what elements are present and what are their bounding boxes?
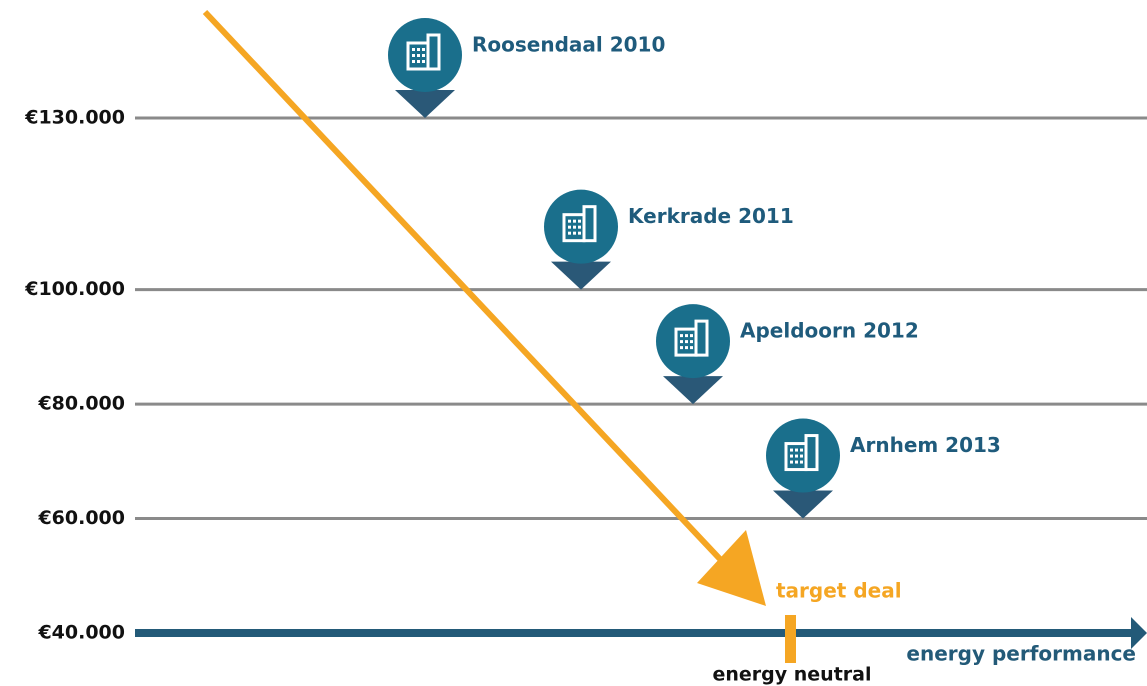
icon-window	[790, 460, 793, 464]
pin-pointer	[663, 376, 723, 405]
y-tick-label: €60.000	[37, 507, 125, 529]
pin-pointer	[395, 90, 455, 118]
icon-window	[422, 48, 425, 51]
icon-window	[568, 231, 571, 235]
icon-window	[685, 340, 688, 344]
pin-label: Roosendaal 2010	[472, 33, 665, 57]
x-axis-label: energy performance	[906, 642, 1136, 666]
icon-window	[578, 231, 581, 235]
icon-window	[568, 225, 571, 229]
icon-window	[578, 219, 581, 223]
icon-window	[685, 334, 688, 338]
target-label: target deal	[776, 579, 902, 603]
icon-window	[680, 340, 683, 344]
pin-label: Kerkrade 2011	[628, 204, 794, 228]
icon-window	[690, 346, 693, 350]
icon-tower	[426, 33, 441, 71]
pin-pointer	[773, 490, 833, 519]
icon-window	[685, 346, 688, 350]
icon-window	[422, 60, 425, 63]
neutral-label: energy neutral	[713, 664, 872, 686]
y-tick-label: €100.000	[24, 278, 125, 300]
pin-label: Apeldoorn 2012	[740, 319, 919, 343]
pin	[656, 304, 730, 405]
marks: Roosendaal 2010 Kerkrade 2011 Apeldoorn 20…	[388, 18, 1001, 519]
icon-tower	[582, 205, 597, 243]
icon-window	[412, 60, 415, 63]
icon-window	[795, 454, 798, 458]
icon-window	[800, 448, 803, 452]
pin-label: Arnhem 2013	[850, 433, 1001, 457]
icon-window	[800, 454, 803, 458]
icon-window	[795, 460, 798, 464]
icon-window	[417, 48, 420, 51]
icon-window	[417, 60, 420, 63]
icon-window	[573, 231, 576, 235]
y-tick-label: €130.000	[24, 107, 125, 129]
icon-window	[417, 54, 420, 57]
y-tick-label: €40.000	[37, 622, 125, 644]
icon-window	[568, 219, 571, 223]
x-axis-arrow	[1131, 617, 1147, 649]
icon-window	[790, 454, 793, 458]
y-tick-label: €80.000	[37, 393, 125, 415]
pin	[544, 189, 618, 290]
icon-window	[422, 54, 425, 57]
icon-window	[690, 340, 693, 344]
icon-window	[573, 219, 576, 223]
pin	[766, 418, 840, 519]
target-marker	[785, 615, 796, 663]
icon-window	[790, 448, 793, 452]
icon-tower	[804, 434, 819, 472]
icon-window	[680, 334, 683, 338]
icon-tower	[694, 319, 709, 357]
pin-pointer	[551, 261, 611, 290]
grid	[135, 116, 1147, 649]
icon-window	[680, 346, 683, 350]
icon-window	[412, 48, 415, 51]
icon-window	[690, 334, 693, 338]
icon-window	[412, 54, 415, 57]
trend-arrowhead	[697, 530, 766, 606]
icon-window	[795, 448, 798, 452]
trend-arrow	[202, 9, 738, 578]
icon-window	[573, 225, 576, 229]
icon-window	[578, 225, 581, 229]
pin	[388, 18, 462, 118]
icon-window	[800, 460, 803, 464]
